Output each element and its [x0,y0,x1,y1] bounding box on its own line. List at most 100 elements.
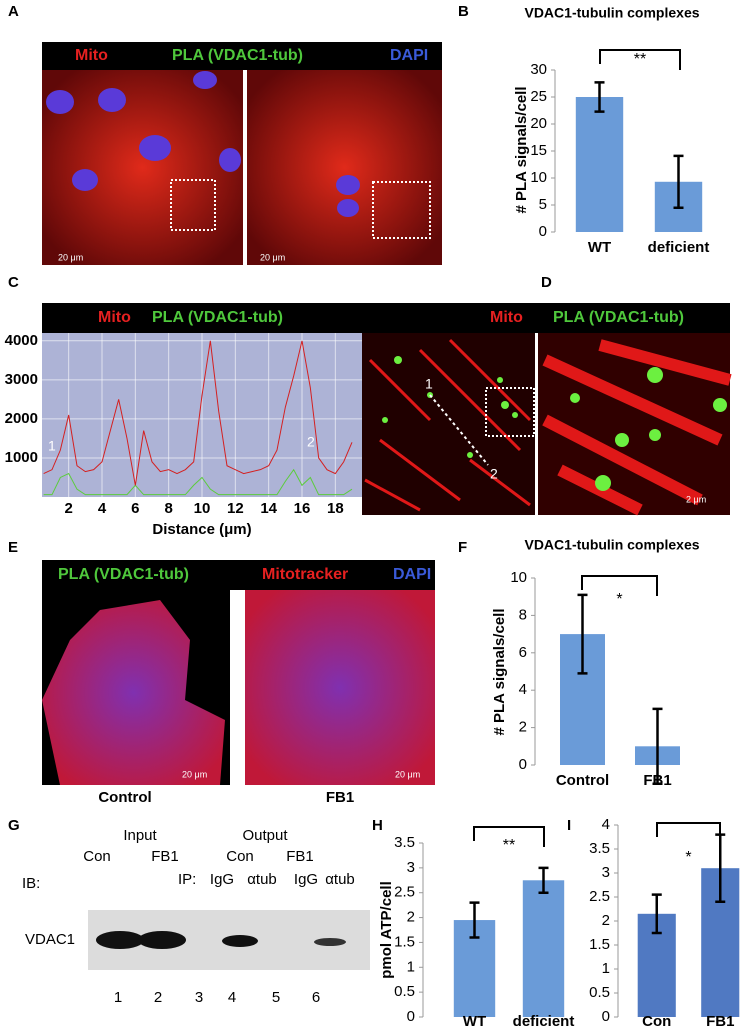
x-tick-label: 14 [260,500,277,517]
group-label: Input [123,827,157,844]
y-tick-label: 10 [510,569,527,586]
lane-number: 5 [272,989,280,1006]
y-tick-label: 4 [602,816,610,833]
header-label: DAPI [393,566,431,583]
header-label: PLA (VDAC1-tub) [152,309,283,326]
micrograph [42,70,243,265]
y-axis-label: pmol ATP/cell [378,881,395,979]
zoom-box [372,181,431,239]
y-tick-label: 3.5 [589,840,610,857]
significance-bracket [581,575,658,596]
zoom-box [485,387,535,437]
x-tick-label: FB1 [643,772,671,789]
y-tick-label: 0 [519,756,527,773]
y-tick-label: 4 [519,681,527,698]
lane-number: 6 [312,989,320,1006]
lane-number: 1 [114,989,122,1006]
error-bar [651,893,662,935]
image-header [42,303,362,333]
header-label: Mito [98,309,131,326]
panel-label: C [8,274,19,291]
y-tick-label: 2000 [5,410,38,427]
micrograph [247,70,442,265]
significance-bracket [473,826,545,847]
y-tick-label: 5 [539,196,547,213]
treatment-label: FB1 [151,848,179,865]
profile-line [43,468,353,496]
point-label: 2 [490,466,498,482]
error-bar [577,593,588,675]
treatment-label: Con [226,848,254,865]
point-label: 1 [48,438,56,454]
y-tick-label: 3 [602,864,610,881]
x-tick-label: 6 [131,500,139,517]
micrograph [362,333,535,515]
antibody-label: IgG [294,871,318,888]
separator [535,333,538,515]
blot-bands [96,931,346,949]
x-tick-label: 10 [194,500,211,517]
y-tick-label: 8 [519,606,527,623]
header-label: PLA (VDAC1-tub) [553,309,684,326]
y-tick-label: 2.5 [589,888,610,905]
error-bar [652,707,663,785]
x-tick-label: deficient [513,1013,575,1030]
scale-bar: 2 μm [686,494,706,504]
header-label: Mito [490,309,523,326]
antibody-label: αtub [247,871,277,888]
y-tick-label: 0 [539,223,547,240]
header-label: Mitotracker [262,566,348,583]
y-tick-label: 0 [407,1008,415,1025]
x-tick-label: deficient [648,239,710,256]
panel-label: I [567,817,571,834]
y-tick-label: 1 [407,958,415,975]
x-tick-label: 2 [64,500,72,517]
y-tick-label: 1000 [5,449,38,466]
error-bar [469,901,480,939]
bar [522,880,565,1017]
x-tick-label: Control [556,772,609,789]
caption: FB1 [326,789,354,806]
panel-label: A [8,3,19,20]
scale-bar: 20 μm [395,769,420,779]
header-label: DAPI [390,47,428,64]
point-label: 1 [425,376,433,392]
group-label: Output [242,827,288,844]
protein-label: VDAC1 [25,931,75,948]
chart-title: VDAC1-tubulin complexes [524,537,699,553]
y-tick-label: 0.5 [589,984,610,1001]
treatment-label: Con [83,848,111,865]
panel-label: E [8,539,18,556]
y-tick-label: 0 [602,1008,610,1025]
mitochondria [364,338,532,512]
y-axis-label: # PLA signals/cell [513,87,530,214]
micrograph [245,590,435,785]
significance: ** [503,837,515,854]
y-tick-label: 1.5 [394,933,415,950]
x-tick-label: 4 [98,500,107,517]
y-tick-label: 2.5 [394,884,415,901]
y-tick-label: 30 [530,61,547,78]
error-bar [673,154,684,209]
y-tick-label: 4000 [5,332,38,349]
y-tick-label: 25 [530,88,547,105]
panel-label: D [541,274,552,291]
scale-bar: 20 μm [182,769,207,779]
panel-label: B [458,3,469,20]
significance: * [616,591,622,608]
point-label: 2 [307,434,315,450]
pla-signals [382,356,727,491]
x-tick-label: WT [588,239,611,256]
x-axis-label: Distance (μm) [152,521,251,538]
y-tick-label: 15 [530,142,547,159]
image-header [362,303,730,333]
image-header [42,42,442,70]
x-tick-label: Con [642,1013,671,1030]
header-label: PLA (VDAC1-tub) [172,47,303,64]
header-label: PLA (VDAC1-tub) [58,566,189,583]
y-tick-label: 1.5 [589,936,610,953]
ip-label: IP: [178,871,196,888]
profile-line [43,340,353,486]
mitochondria [542,339,732,516]
